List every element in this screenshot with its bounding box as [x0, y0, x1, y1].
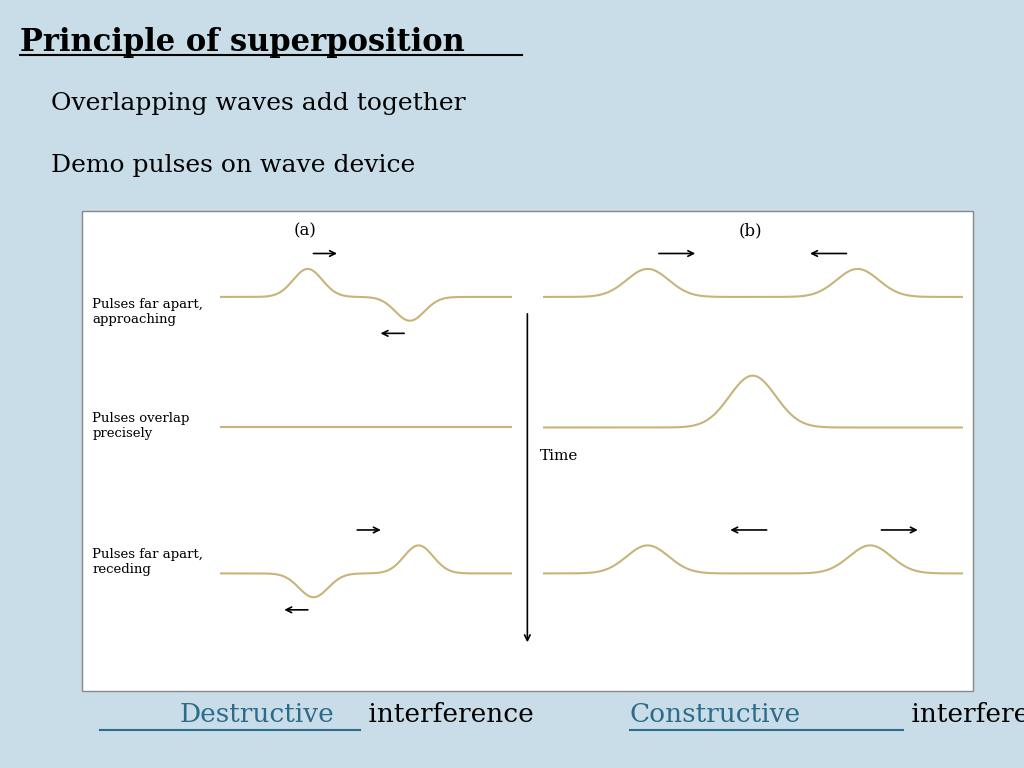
Text: Time: Time — [540, 449, 578, 463]
Text: interference: interference — [360, 702, 535, 727]
Text: Overlapping waves add together: Overlapping waves add together — [51, 92, 466, 115]
Text: Pulses far apart,
receding: Pulses far apart, receding — [92, 548, 203, 576]
Text: Principle of superposition: Principle of superposition — [20, 27, 465, 58]
Text: Pulses overlap
precisely: Pulses overlap precisely — [92, 412, 189, 440]
Text: interference: interference — [903, 702, 1024, 727]
Text: (b): (b) — [738, 223, 762, 240]
Text: Constructive: Constructive — [630, 702, 801, 727]
Text: Destructive: Destructive — [179, 702, 334, 727]
FancyBboxPatch shape — [82, 211, 973, 691]
Text: (a): (a) — [293, 223, 316, 240]
Text: Demo pulses on wave device: Demo pulses on wave device — [51, 154, 416, 177]
Text: Pulses far apart,
approaching: Pulses far apart, approaching — [92, 298, 203, 326]
